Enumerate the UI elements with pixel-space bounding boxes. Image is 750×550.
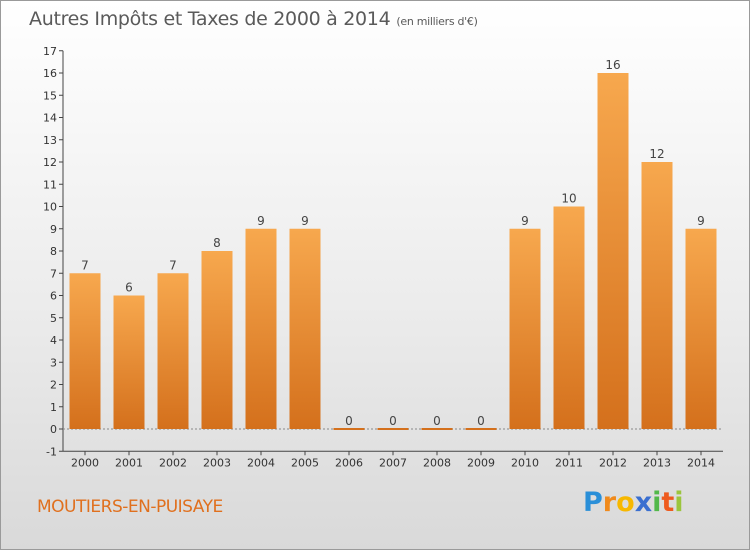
data-label: 16 bbox=[605, 58, 620, 72]
bar bbox=[289, 228, 321, 429]
bar bbox=[421, 428, 453, 430]
data-label: 0 bbox=[389, 414, 397, 428]
y-tick-label: 12 bbox=[43, 156, 57, 169]
data-label: 9 bbox=[697, 214, 705, 228]
data-label: 7 bbox=[81, 258, 89, 272]
x-tick-label: 2005 bbox=[291, 456, 319, 469]
x-tick-label: 2011 bbox=[555, 456, 583, 469]
data-label: 9 bbox=[301, 214, 309, 228]
x-tick-label: 2010 bbox=[511, 456, 539, 469]
y-tick-label: 8 bbox=[50, 245, 57, 258]
x-tick-label: 2009 bbox=[467, 456, 495, 469]
x-tick-label: 2008 bbox=[423, 456, 451, 469]
x-tick-label: 2013 bbox=[643, 456, 671, 469]
bar bbox=[509, 228, 541, 429]
y-tick-label: 13 bbox=[43, 134, 57, 147]
y-tick-label: 14 bbox=[43, 112, 57, 125]
x-tick-label: 2012 bbox=[599, 456, 627, 469]
proxiti-logo: Proxiti bbox=[583, 487, 684, 518]
bar bbox=[553, 206, 585, 429]
data-label: 0 bbox=[433, 414, 441, 428]
y-tick-label: 15 bbox=[43, 89, 57, 102]
y-tick-label: 3 bbox=[50, 356, 57, 369]
data-label: 7 bbox=[169, 258, 177, 272]
chart-title: Autres Impôts et Taxes de 2000 à 2014 (en… bbox=[29, 8, 478, 30]
data-label: 6 bbox=[125, 281, 133, 295]
bar bbox=[201, 251, 233, 429]
y-tick-label: 17 bbox=[43, 45, 57, 58]
bar bbox=[69, 273, 101, 429]
x-tick-label: 2001 bbox=[115, 456, 143, 469]
y-tick-label: 2 bbox=[50, 379, 57, 392]
x-tick-label: 2004 bbox=[247, 456, 275, 469]
bar bbox=[113, 295, 145, 429]
y-tick-label: 5 bbox=[50, 312, 57, 325]
data-label: 0 bbox=[477, 414, 485, 428]
data-label: 12 bbox=[649, 147, 664, 161]
bar bbox=[157, 273, 189, 429]
bar bbox=[465, 428, 497, 430]
x-tick-label: 2003 bbox=[203, 456, 231, 469]
y-tick-label: 11 bbox=[43, 178, 57, 191]
data-label: 8 bbox=[213, 236, 221, 250]
bar bbox=[641, 162, 673, 429]
y-tick-label: -1 bbox=[46, 445, 57, 458]
bar bbox=[333, 428, 365, 430]
bar bbox=[685, 228, 717, 429]
y-tick-label: 0 bbox=[50, 423, 57, 436]
x-tick-label: 2006 bbox=[335, 456, 363, 469]
y-tick-label: 16 bbox=[43, 67, 57, 80]
x-tick-label: 2014 bbox=[687, 456, 715, 469]
x-tick-label: 2000 bbox=[71, 456, 99, 469]
bar bbox=[377, 428, 409, 430]
y-tick-label: 7 bbox=[50, 267, 57, 280]
y-tick-label: 4 bbox=[50, 334, 57, 347]
bar bbox=[597, 73, 629, 429]
x-tick-label: 2002 bbox=[159, 456, 187, 469]
y-tick-label: 9 bbox=[50, 223, 57, 236]
data-label: 9 bbox=[521, 214, 529, 228]
unit-label: (en milliers d'€) bbox=[396, 15, 478, 28]
data-label: 0 bbox=[345, 414, 353, 428]
y-tick-label: 10 bbox=[43, 201, 57, 214]
data-label: 10 bbox=[561, 192, 576, 206]
data-label: 9 bbox=[257, 214, 265, 228]
x-tick-label: 2007 bbox=[379, 456, 407, 469]
y-tick-label: 6 bbox=[50, 290, 57, 303]
y-tick-label: 1 bbox=[50, 401, 57, 414]
commune-name: MOUTIERS-EN-PUISAYE bbox=[37, 497, 223, 517]
title-text: Autres Impôts et Taxes de 2000 à 2014 bbox=[29, 8, 391, 30]
bar bbox=[245, 228, 277, 429]
